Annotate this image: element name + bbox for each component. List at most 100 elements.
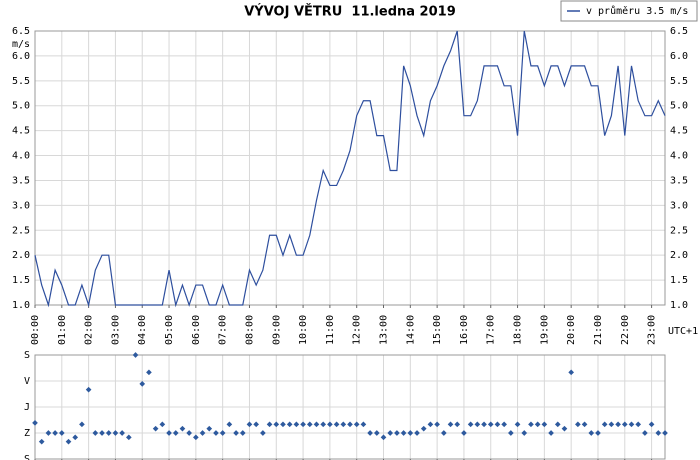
y-tick-label-right: 1.0 [670,300,688,311]
x-axis-label: UTC+1 [668,326,698,337]
point [99,430,105,436]
y-tick-label-right: 2.5 [670,225,688,236]
y-axis-label: m/s [12,39,30,50]
y-tick-label: 6.5 [12,26,30,37]
point [414,430,420,436]
point [568,369,574,376]
point [219,430,226,436]
point [186,430,192,436]
point [601,421,608,428]
y-tick-label-right: 4.0 [670,151,688,162]
point [213,430,219,436]
x-tick-label: 14:00 [405,315,416,345]
point [166,430,172,436]
point [581,421,588,428]
point [72,434,79,441]
point [85,386,92,393]
x-tick-label: 12:00 [352,315,363,345]
point [306,421,313,428]
x-tick-label: 23:00 [647,315,658,345]
x-tick-label: 15:00 [432,315,443,345]
point [360,421,367,428]
y-tick-label: 3.5 [12,175,30,186]
point [105,430,112,436]
plot-frame [34,30,666,306]
point [327,421,333,428]
x-tick-label: 13:00 [379,315,390,345]
point [38,438,45,445]
point [320,421,327,428]
y-tick-label-right: 2.0 [670,250,688,261]
x-tick-label: 00:00 [30,315,41,345]
y-tick-label: J [24,402,30,413]
point [52,430,58,436]
point [293,421,300,428]
point [65,438,72,445]
x-tick-label: 03:00 [110,315,121,345]
x-tick-label: 02:00 [84,315,95,345]
point [286,421,293,428]
y-tick-label: Z [24,428,30,439]
y-tick-label: 4.0 [12,151,30,162]
point [32,420,38,426]
x-tick-label: 19:00 [539,315,550,345]
point [394,430,400,436]
line [34,30,666,308]
x-tick-label: 17:00 [486,315,497,345]
point [521,430,528,436]
y-tick-label: 5.5 [12,76,30,87]
legend-label: v průměru 3.5 m/s [586,5,688,17]
point [481,421,487,428]
point [260,430,266,436]
y-tick-label: 3.0 [12,200,30,211]
point [387,430,394,436]
y-tick-label: S [24,350,30,361]
point [139,381,146,387]
point [58,430,65,436]
point [648,421,655,428]
x-tick-label: 01:00 [57,315,68,345]
point [427,421,434,428]
point [467,421,474,428]
y-tick-label-right: 5.5 [670,76,688,87]
x-tick-label: 09:00 [271,315,282,345]
point [239,430,246,436]
point [487,421,494,428]
point [233,430,239,436]
x-tick-label: 05:00 [164,315,175,345]
y-tick-label-right: 6.5 [670,26,688,37]
point [494,421,501,428]
point [340,421,347,428]
point [588,430,595,436]
point [152,425,159,432]
point [514,421,521,428]
legend [560,0,698,22]
point [273,421,280,428]
point [246,421,253,428]
point [635,421,642,428]
point [353,421,360,428]
point [347,421,353,428]
point [146,369,152,376]
x-tick-label: 11:00 [325,315,336,345]
point [367,430,373,436]
y-tick-label: 1.0 [12,300,30,311]
point [45,430,52,436]
y-tick-label: 6.0 [12,51,30,62]
point [119,430,125,436]
point [554,421,561,428]
point [595,430,601,436]
y-tick-label-right: 6.0 [670,51,688,62]
y-tick-label: 5.0 [12,101,30,112]
point [280,421,286,428]
y-tick-label: S [24,454,30,460]
point [528,421,534,428]
point [126,434,132,441]
y-tick-label: 4.5 [12,126,30,137]
x-tick-label: 21:00 [593,315,604,345]
point [508,430,514,436]
point [407,430,414,436]
point [79,421,85,428]
